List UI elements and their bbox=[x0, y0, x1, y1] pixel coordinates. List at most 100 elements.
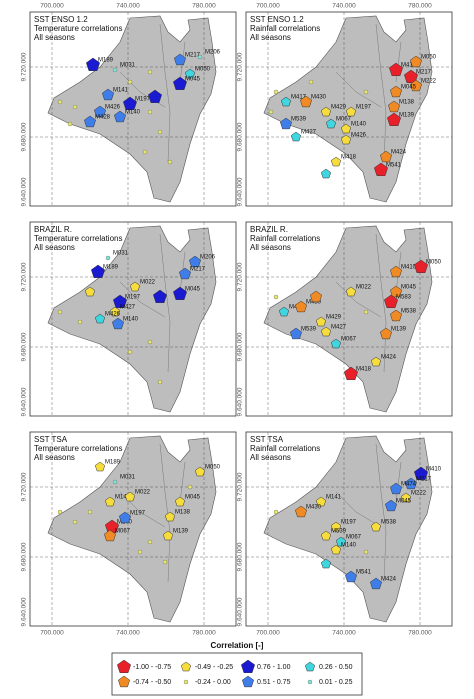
station-marker bbox=[147, 539, 153, 545]
y-tick-label: 9.720.000 bbox=[21, 472, 28, 501]
title-line: SST TSA bbox=[34, 435, 68, 444]
station-label: M206 bbox=[205, 50, 221, 56]
station-label: M067 bbox=[115, 529, 131, 535]
station-label: M022 bbox=[356, 285, 372, 291]
station-label: M045 bbox=[396, 499, 412, 505]
station-marker bbox=[173, 286, 187, 300]
station-label: M410 bbox=[401, 63, 417, 69]
station-marker bbox=[153, 289, 167, 303]
station-marker bbox=[123, 96, 137, 110]
station-marker bbox=[173, 76, 187, 90]
station-marker bbox=[320, 558, 332, 569]
station-marker bbox=[94, 105, 106, 118]
y-tick-label: 9.720.000 bbox=[237, 472, 244, 501]
station-marker bbox=[112, 479, 118, 485]
station-label: M197 bbox=[125, 295, 141, 301]
station-marker bbox=[273, 294, 279, 300]
station-label: M138 bbox=[175, 510, 191, 516]
station-marker bbox=[380, 150, 392, 163]
station-label: M140 bbox=[125, 110, 141, 116]
station-label: M067 bbox=[346, 535, 362, 541]
station-marker bbox=[187, 484, 193, 490]
y-tick-label: 9.680.000 bbox=[237, 122, 244, 151]
station-marker bbox=[388, 100, 400, 113]
station-label: M189 bbox=[103, 265, 119, 271]
station-label: M206 bbox=[200, 255, 216, 261]
station-label: M050 bbox=[205, 465, 221, 471]
station-marker bbox=[325, 118, 337, 129]
station-label: M217 bbox=[416, 477, 432, 483]
station-label: M140 bbox=[351, 122, 367, 128]
station-label: M197 bbox=[341, 520, 357, 526]
station-marker bbox=[91, 264, 105, 278]
station-label: M424 bbox=[381, 577, 397, 583]
station-marker bbox=[315, 496, 327, 507]
station-marker bbox=[162, 559, 168, 565]
station-label: M418 bbox=[356, 367, 372, 373]
x-tick-label: 700.000 bbox=[256, 3, 280, 10]
station-marker bbox=[414, 259, 428, 273]
x-tick-label: 740.000 bbox=[116, 630, 140, 637]
station-label: M474 bbox=[401, 482, 417, 488]
station-marker bbox=[384, 294, 398, 308]
x-tick-label: 700.000 bbox=[256, 630, 280, 637]
legend: Correlation [-] -1.00 - -0.75 -0.74 - -0.5… bbox=[111, 641, 363, 696]
station-label: M217 bbox=[190, 267, 206, 273]
station-marker bbox=[72, 519, 78, 525]
station-marker bbox=[112, 67, 118, 73]
station-marker bbox=[104, 496, 116, 507]
station-marker bbox=[315, 316, 327, 327]
station-label: M139 bbox=[173, 529, 189, 535]
legend-marker bbox=[241, 659, 255, 673]
station-marker bbox=[340, 134, 352, 145]
station-marker bbox=[167, 159, 173, 165]
station-marker bbox=[335, 536, 347, 547]
legend-marker bbox=[117, 659, 131, 673]
station-marker bbox=[404, 69, 418, 83]
x-tick-label: 780.000 bbox=[192, 630, 216, 637]
station-label: M031 bbox=[120, 63, 136, 69]
y-tick-label: 9.680.000 bbox=[237, 332, 244, 361]
station-marker bbox=[400, 492, 412, 503]
station-marker bbox=[320, 326, 332, 337]
station-label: M022 bbox=[135, 490, 151, 496]
station-label: M031 bbox=[120, 475, 136, 481]
station-label: M197 bbox=[130, 511, 146, 517]
station-marker bbox=[57, 99, 63, 105]
legend-marker bbox=[180, 661, 192, 672]
station-label: M189 bbox=[105, 460, 121, 466]
station-marker bbox=[320, 530, 332, 541]
station-label: M067 bbox=[336, 117, 352, 123]
station-label: M426 bbox=[351, 133, 367, 139]
station-marker bbox=[162, 530, 174, 541]
station-marker bbox=[102, 88, 114, 101]
station-marker bbox=[124, 491, 136, 502]
station-label: M539 bbox=[331, 529, 347, 535]
y-tick-label: 9.720.000 bbox=[21, 262, 28, 291]
legend-marker bbox=[118, 675, 130, 688]
title-line: All seasons bbox=[250, 453, 291, 462]
station-label: M410 bbox=[426, 467, 442, 473]
station-marker bbox=[390, 309, 402, 322]
station-label: M539 bbox=[291, 117, 307, 123]
station-label: M140 bbox=[341, 543, 357, 549]
station-marker bbox=[280, 96, 292, 107]
station-label: M045 bbox=[185, 495, 201, 501]
station-label: M424 bbox=[391, 150, 407, 156]
station-marker bbox=[57, 309, 63, 315]
station-label: M426 bbox=[105, 312, 121, 318]
legend-label: -0.49 - -0.25 bbox=[195, 664, 233, 671]
station-label: M418 bbox=[341, 155, 357, 161]
y-tick-label: 9.680.000 bbox=[237, 542, 244, 571]
station-marker bbox=[77, 319, 83, 325]
y-tick-label: 9.680.000 bbox=[21, 122, 28, 151]
station-label: M583 bbox=[396, 295, 412, 301]
station-label: M197 bbox=[135, 97, 151, 103]
station-marker bbox=[290, 327, 302, 340]
